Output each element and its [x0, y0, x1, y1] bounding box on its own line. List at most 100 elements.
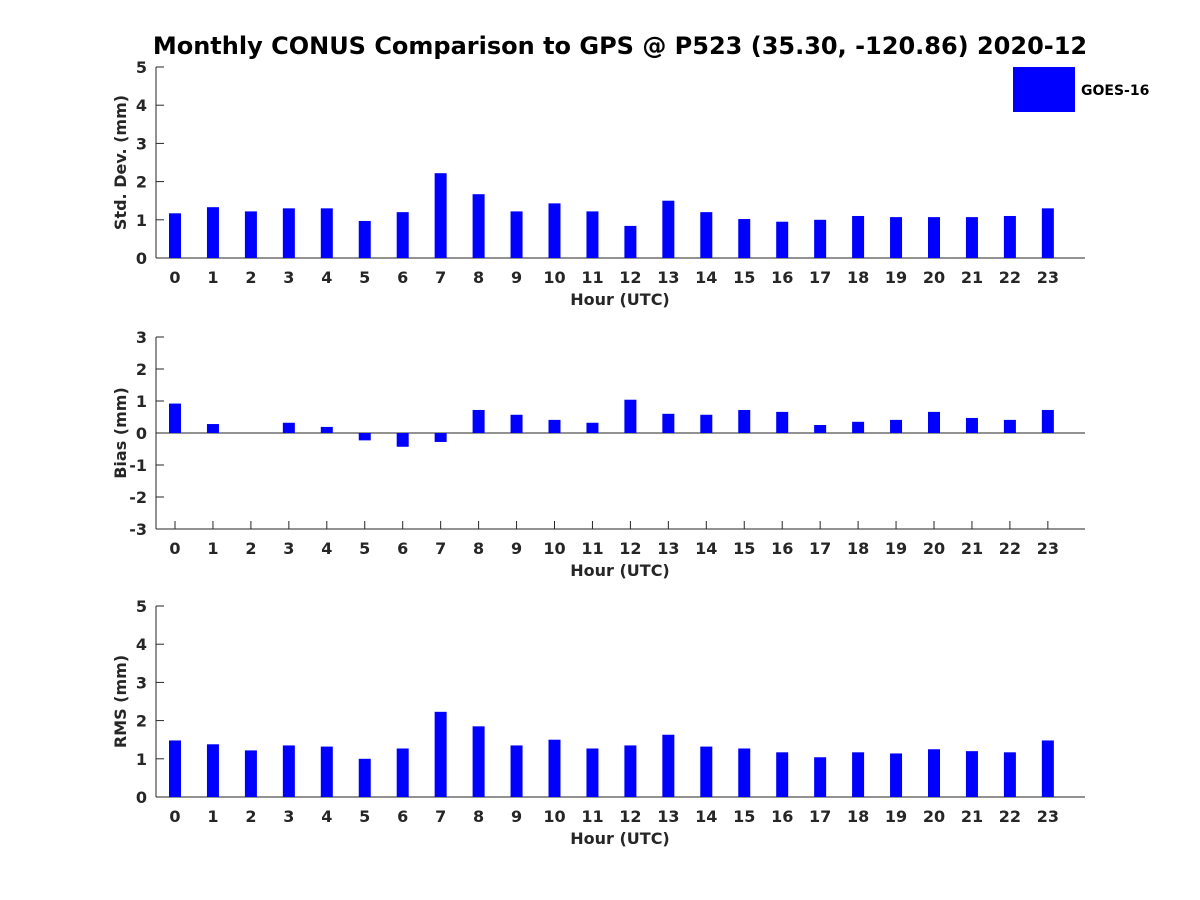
y-tick-label: 1: [136, 750, 147, 769]
bar-hour-21: [965, 217, 978, 258]
x-tick-label: 6: [397, 807, 408, 826]
bar-hour-6: [396, 748, 409, 797]
x-tick-label: 7: [435, 268, 446, 287]
bar-hour-10: [548, 203, 561, 258]
bar-hour-16: [776, 221, 789, 258]
x-tick-label: 16: [771, 268, 793, 287]
bar-hour-6: [396, 433, 409, 447]
bar-hour-14: [700, 414, 713, 433]
x-tick-label: 11: [581, 807, 603, 826]
bar-hour-13: [662, 734, 675, 797]
x-tick-label: 9: [511, 807, 522, 826]
x-tick-label: 15: [733, 539, 755, 558]
bar-hour-23: [1041, 740, 1054, 797]
y-axis-label: Std. Dev. (mm): [111, 95, 130, 230]
x-tick-label: 13: [657, 268, 679, 287]
y-tick-label: 5: [136, 597, 147, 616]
legend-label: GOES-16: [1081, 83, 1149, 99]
bar-hour-11: [586, 748, 599, 797]
x-tick-label: 21: [961, 268, 983, 287]
bar-hour-16: [776, 752, 789, 797]
legend: GOES-16: [1013, 67, 1149, 112]
bar-hour-1: [206, 424, 219, 433]
legend-swatch: [1013, 67, 1075, 112]
x-tick-label: 2: [245, 268, 256, 287]
bar-hour-8: [472, 194, 485, 258]
y-tick-label: 3: [136, 673, 147, 692]
x-tick-label: 11: [581, 539, 603, 558]
bar-hour-21: [965, 417, 978, 433]
y-tick-label: 3: [136, 134, 147, 153]
bar-hour-22: [1003, 215, 1016, 258]
bar-hour-4: [320, 426, 333, 433]
y-tick-label: 2: [136, 360, 147, 379]
bar-hour-10: [548, 419, 561, 433]
y-tick-label: 5: [136, 58, 147, 77]
bar-hour-14: [700, 746, 713, 797]
bar-hour-10: [548, 739, 561, 797]
x-tick-label: 1: [207, 539, 218, 558]
x-tick-label: 23: [1037, 807, 1059, 826]
x-tick-label: 1: [207, 807, 218, 826]
x-tick-label: 18: [847, 807, 869, 826]
bar-hour-23: [1041, 208, 1054, 258]
x-tick-label: 9: [511, 268, 522, 287]
x-tick-label: 12: [619, 807, 641, 826]
x-tick-label: 5: [359, 539, 370, 558]
y-tick-label: 2: [136, 712, 147, 731]
y-tick-label: 1: [136, 211, 147, 230]
x-tick-label: 3: [283, 807, 294, 826]
bar-hour-3: [282, 208, 295, 258]
x-tick-label: 16: [771, 539, 793, 558]
bar-hour-18: [852, 421, 865, 433]
x-tick-label: 20: [923, 539, 945, 558]
chart-title: Monthly CONUS Comparison to GPS @ P523 (…: [153, 32, 1087, 60]
y-tick-label: 2: [136, 173, 147, 192]
x-tick-label: 15: [733, 268, 755, 287]
x-tick-label: 8: [473, 268, 484, 287]
bar-hour-13: [662, 200, 675, 258]
x-tick-label: 11: [581, 268, 603, 287]
x-tick-label: 16: [771, 807, 793, 826]
x-tick-label: 4: [321, 807, 332, 826]
x-tick-label: 7: [435, 807, 446, 826]
bar-hour-12: [624, 399, 637, 433]
x-tick-label: 6: [397, 268, 408, 287]
x-tick-label: 0: [169, 268, 180, 287]
x-tick-label: 23: [1037, 268, 1059, 287]
x-tick-label: 17: [809, 268, 831, 287]
bar-hour-11: [586, 422, 599, 433]
x-tick-label: 4: [321, 539, 332, 558]
bar-hour-3: [282, 422, 295, 433]
y-tick-label: 1: [136, 392, 147, 411]
bar-hour-4: [320, 208, 333, 258]
bar-hour-13: [662, 413, 675, 433]
bar-hour-2: [244, 211, 257, 258]
bar-hour-0: [169, 213, 181, 258]
bar-hour-15: [738, 748, 751, 797]
bar-hour-5: [358, 433, 371, 441]
bar-hour-19: [890, 419, 903, 433]
bar-hour-12: [624, 225, 637, 258]
x-axis-label: Hour (UTC): [570, 290, 670, 309]
x-tick-label: 2: [245, 539, 256, 558]
bar-hour-20: [928, 411, 940, 433]
x-tick-label: 17: [809, 807, 831, 826]
bar-hour-14: [700, 212, 713, 258]
bar-hour-12: [624, 745, 637, 797]
bar-hour-19: [890, 217, 903, 258]
bar-hour-22: [1003, 419, 1016, 433]
bar-hour-18: [852, 752, 865, 797]
x-tick-label: 14: [695, 807, 717, 826]
x-tick-label: 15: [733, 807, 755, 826]
x-tick-label: 19: [885, 807, 907, 826]
y-axis-label: Bias (mm): [111, 387, 130, 479]
bar-hour-0: [169, 740, 181, 797]
bar-hour-18: [852, 215, 865, 258]
bar-hour-8: [472, 409, 485, 433]
x-tick-label: 22: [999, 268, 1021, 287]
bar-hour-9: [510, 211, 523, 258]
bar-hour-5: [358, 220, 371, 258]
